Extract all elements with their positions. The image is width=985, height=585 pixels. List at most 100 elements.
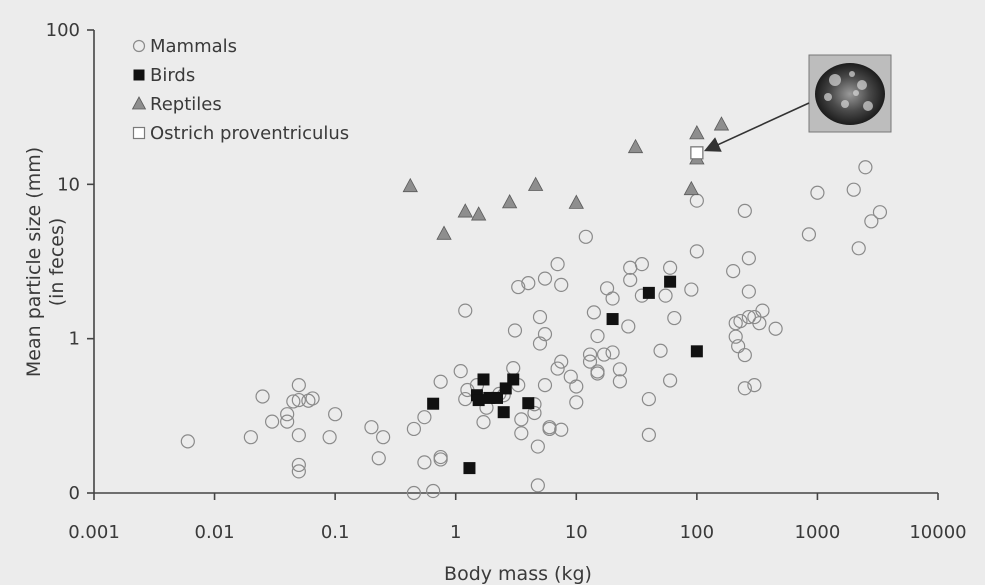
point-mammals [768,321,783,336]
legend-birds-label: Birds [150,65,195,86]
y-axis-label-line2: (in feces) [46,218,68,307]
point-mammals [846,182,861,197]
point-mammals [605,345,620,360]
point-reptiles [527,176,544,191]
legend-birds-marker [133,69,145,81]
point-mammals [530,478,545,493]
point-mammals [537,271,553,286]
point-mammals [733,313,748,329]
particle-speck [857,80,867,90]
point-mammals [667,310,682,326]
point-mammals [605,291,620,306]
point-mammals [623,260,638,275]
point-mammals [280,414,295,429]
x-tick-label: 10000 [909,522,966,543]
point-mammals [433,374,448,389]
point-mammals [507,323,523,338]
particle-speck [849,71,855,77]
point-mammals [458,303,473,318]
point-mammals [364,420,379,435]
legend-ostrich-proventriculus-label: Ostrich proventriculus [150,123,349,144]
point-birds [463,462,476,475]
point-mammals [521,276,536,291]
point-mammals [755,303,770,318]
point-mammals [527,405,542,421]
y-tick-label: 100 [46,20,80,41]
point-mammals [689,244,704,259]
point-mammals [305,391,320,406]
point-reptiles [568,194,584,209]
point-mammals [291,457,306,473]
point-mammals [550,257,565,272]
point-mammals [328,407,343,422]
point-mammals [406,421,422,437]
x-tick-label: 0.01 [195,522,235,543]
point-mammals [264,414,280,429]
point-reptiles [689,124,705,140]
point-mammals [291,378,306,393]
point-mammals [426,483,441,499]
particle-speck [824,93,832,101]
point-mammals [569,379,584,394]
point-mammals [737,203,752,218]
point-mammals [406,485,422,501]
point-mammals [641,391,656,407]
point-mammals [590,328,605,344]
point-mammals [376,430,391,445]
point-mammals [663,373,678,388]
point-reptiles [470,206,487,221]
point-reptiles [402,177,418,193]
point-mammals [286,394,301,409]
point-birds [427,397,440,410]
legend-reptiles-label: Reptiles [150,94,222,115]
point-ostrich-proventriculus [690,146,704,160]
point-birds [491,391,504,404]
point-mammals [550,361,565,376]
point-reptiles [436,225,452,240]
point-mammals [554,277,569,293]
point-mammals [530,439,545,454]
point-birds [507,373,520,386]
point-mammals [590,366,605,381]
particle-speck [853,90,859,96]
particle-speck [829,74,841,86]
point-birds [664,275,677,288]
point-birds [477,373,490,386]
x-tick-label: 10 [565,522,588,543]
x-tick-label: 1000 [795,522,841,543]
point-mammals [582,354,598,369]
point-mammals [851,241,866,256]
point-mammals [621,319,636,334]
point-mammals [542,421,557,437]
point-mammals [747,378,762,393]
y-tick-label: 0 [69,483,80,504]
point-mammals [453,364,468,379]
point-mammals [586,305,602,320]
x-tick-label: 0.001 [68,522,120,543]
point-mammals [532,336,548,351]
point-mammals [514,412,529,427]
point-mammals [858,160,873,175]
point-mammals [554,354,569,369]
point-birds [606,313,619,326]
point-mammals [506,361,521,376]
point-mammals [578,229,593,244]
point-mammals [737,347,752,363]
point-mammals [737,381,752,396]
point-mammals [291,464,306,479]
point-mammals [291,392,306,408]
point-reptiles [627,138,644,154]
point-mammals [741,284,756,299]
point-mammals [741,251,756,266]
point-mammals [582,347,598,362]
point-mammals [417,455,432,470]
point-mammals [731,339,746,354]
point-mammals [612,374,627,389]
particle-speck [863,101,873,111]
point-mammals [537,327,553,342]
point-mammals [291,428,306,443]
point-mammals [658,288,673,303]
point-reptiles [683,180,700,196]
point-mammals [563,369,578,384]
